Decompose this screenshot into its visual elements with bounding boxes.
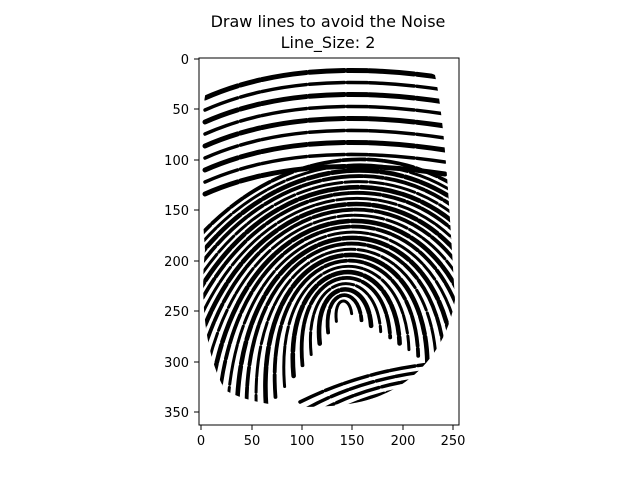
- y-tick-label: 50: [172, 103, 189, 118]
- x-tick-label: 150: [340, 434, 365, 449]
- x-tick-label: 50: [244, 434, 261, 449]
- y-tick-label: 300: [164, 356, 189, 371]
- x-tick-label: 250: [441, 434, 466, 449]
- y-axis: 0 50 100 150 200 250 300 350: [164, 53, 199, 421]
- x-tick-label: 200: [391, 434, 416, 449]
- y-tick-label: 200: [164, 255, 189, 270]
- y-tick-label: 150: [164, 204, 189, 219]
- y-tick-label: 250: [164, 305, 189, 320]
- x-tick-label: 0: [197, 434, 205, 449]
- y-tick-label: 100: [164, 154, 189, 169]
- x-tick-label: 100: [290, 434, 315, 449]
- y-tick-label: 350: [164, 406, 189, 421]
- y-tick-label: 0: [181, 53, 189, 68]
- x-axis: 0 50 100 150 200 250: [197, 425, 466, 449]
